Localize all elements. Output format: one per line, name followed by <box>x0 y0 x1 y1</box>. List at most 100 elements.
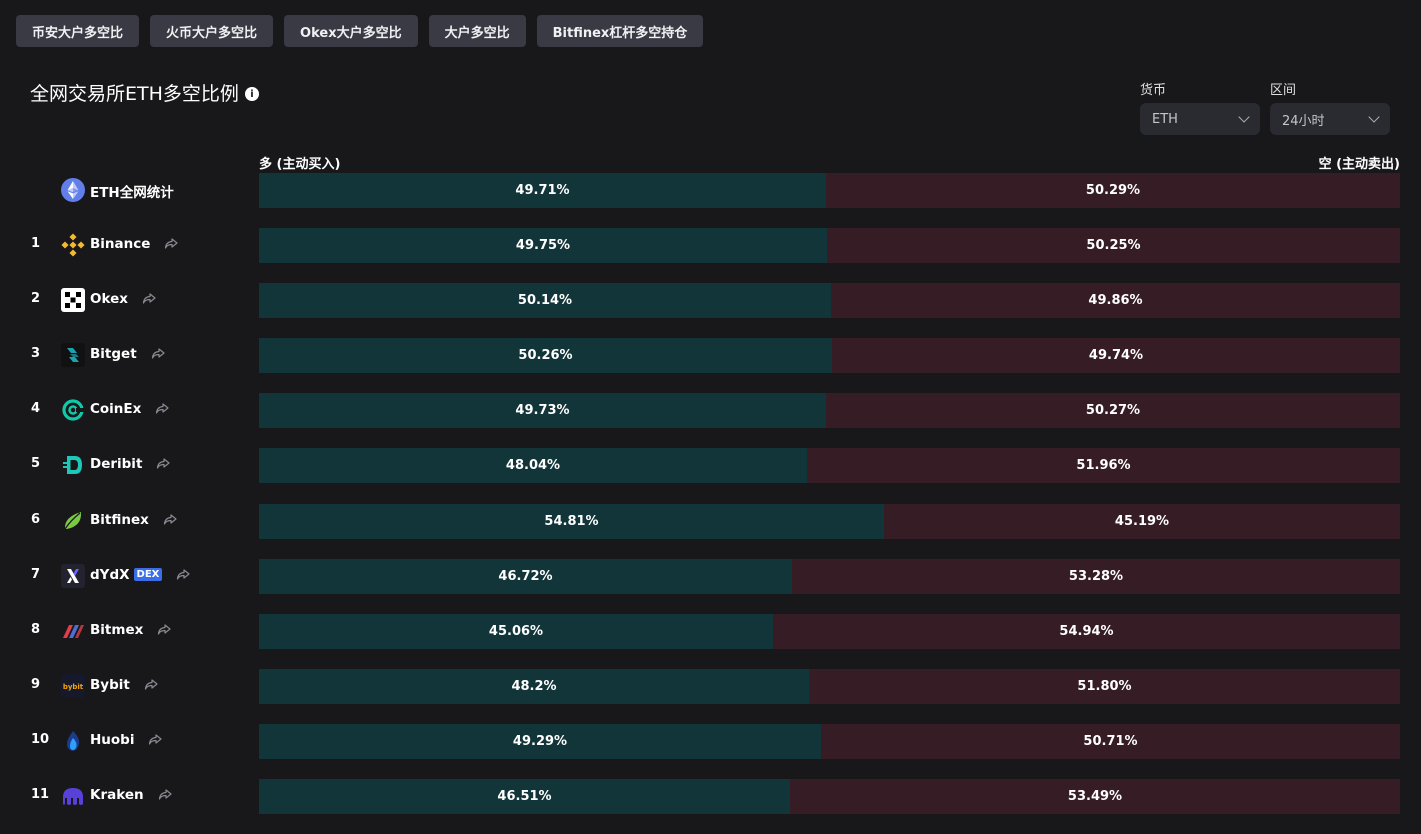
long-ratio-segment: 49.29% <box>259 723 821 759</box>
short-ratio-segment: 49.86% <box>831 283 1400 319</box>
info-icon[interactable]: i <box>244 87 259 101</box>
long-ratio-segment: 46.51% <box>259 779 790 815</box>
tab-top-trader-ratio[interactable]: 大户多空比 <box>428 15 526 47</box>
short-ratio-segment: 51.96% <box>807 448 1400 484</box>
exchange-name[interactable]: Deribit <box>90 456 142 472</box>
share-icon[interactable] <box>157 622 171 636</box>
long-column-header: 多 (主动买入) <box>259 157 341 172</box>
tab-okex-top-trader-ratio[interactable]: Okex大户多空比 <box>284 15 418 47</box>
long-short-ratio-bar: 48.2% 51.80% <box>259 668 1400 704</box>
exchange-row: 4 CoinEx 49.73% 50.27% <box>0 393 1421 429</box>
share-icon[interactable] <box>156 456 170 470</box>
short-ratio-segment: 49.74% <box>832 338 1400 374</box>
rank-number: 11 <box>31 787 50 803</box>
exchange-row: ETH全网统计 49.71% 50.29% <box>0 173 1421 208</box>
share-icon[interactable] <box>142 291 156 305</box>
exchange-name[interactable]: Huobi <box>90 732 134 748</box>
long-ratio-segment: 45.06% <box>259 613 773 649</box>
deribit-logo-icon <box>61 453 85 477</box>
exchange-name[interactable]: Bitget <box>90 346 137 362</box>
rank-number: 10 <box>31 731 50 747</box>
exchange-name-text: ETH全网统计 <box>90 185 174 201</box>
exchange-name: ETH全网统计 <box>90 181 174 201</box>
period-select[interactable]: 24小时 <box>1270 103 1390 135</box>
share-icon[interactable] <box>148 732 162 746</box>
short-ratio-segment: 51.80% <box>809 668 1400 704</box>
exchange-name-text: Huobi <box>90 731 135 748</box>
long-short-ratio-bar: 50.14% 49.86% <box>259 283 1400 319</box>
exchange-name-text: CoinEx <box>90 401 142 418</box>
share-icon[interactable] <box>164 236 178 250</box>
long-ratio-segment: 48.04% <box>259 448 807 484</box>
svg-text:bybit: bybit <box>63 683 84 691</box>
long-short-ratio-bar: 46.51% 53.49% <box>259 779 1400 815</box>
tab-bar: 币安大户多空比 火币大户多空比 Okex大户多空比 大户多空比 Bitfinex… <box>16 15 704 47</box>
rank-number: 5 <box>31 456 41 472</box>
exchange-row: 3 Bitget 50.26% 49.74% <box>0 338 1421 374</box>
exchange-name[interactable]: Bitfinex <box>90 512 149 528</box>
exchange-name-text: Okex <box>90 291 128 308</box>
rank-number: 3 <box>31 346 41 362</box>
bybit-logo-icon: bybit <box>61 673 85 698</box>
share-icon[interactable] <box>176 567 190 581</box>
long-ratio-segment: 49.71% <box>259 173 826 208</box>
currency-select[interactable]: ETH <box>1140 103 1260 135</box>
rank-number: 9 <box>31 676 41 692</box>
long-ratio-segment: 54.81% <box>259 503 884 539</box>
exchange-name[interactable]: Kraken <box>90 787 144 803</box>
eth-logo-icon <box>61 178 85 202</box>
tab-huobi-top-trader-ratio[interactable]: 火币大户多空比 <box>150 15 274 47</box>
share-icon[interactable] <box>144 677 158 691</box>
exchange-name-text: dYdX <box>90 566 130 583</box>
rank-number: 7 <box>31 566 41 582</box>
currency-label: 货币 <box>1140 83 1167 98</box>
long-short-ratio-bar: 49.73% 50.27% <box>259 393 1400 429</box>
exchange-name[interactable]: Bitmex <box>90 622 143 638</box>
page-title: 全网交易所ETH多空比例 i <box>30 79 259 106</box>
share-icon[interactable] <box>155 401 169 415</box>
long-ratio-segment: 46.72% <box>259 558 792 594</box>
exchange-name[interactable]: Bybit <box>90 677 130 693</box>
currency-select-value: ETH <box>1152 111 1178 127</box>
exchange-row: 2 Okex 50.14% 49.86% <box>0 283 1421 319</box>
long-ratio-segment: 49.73% <box>259 393 826 429</box>
page-title-text: 全网交易所ETH多空比例 <box>30 83 239 105</box>
share-icon[interactable] <box>151 346 165 360</box>
exchange-name[interactable]: CoinEx <box>90 401 141 417</box>
long-short-ratio-bar: 50.26% 49.74% <box>259 338 1400 374</box>
binance-logo-icon <box>61 233 85 257</box>
short-ratio-segment: 45.19% <box>884 503 1400 539</box>
long-short-ratio-bar: 49.75% 50.25% <box>259 228 1400 264</box>
exchange-name-text: Deribit <box>90 456 143 473</box>
exchange-name-text: Bitmex <box>90 621 144 638</box>
exchange-name[interactable]: dYdX DEX <box>90 566 163 583</box>
short-ratio-segment: 50.71% <box>821 723 1400 759</box>
period-filter: 区间 24小时 <box>1270 79 1390 135</box>
share-icon[interactable] <box>163 512 177 526</box>
exchange-name[interactable]: Okex <box>90 291 128 307</box>
exchange-row: 9 bybit Bybit 48.2% 51.80% <box>0 668 1421 704</box>
dex-badge: DEX <box>133 568 163 582</box>
exchange-name-text: Bybit <box>90 676 130 693</box>
currency-filter: 货币 ETH <box>1140 79 1260 135</box>
exchange-name[interactable]: Binance <box>90 236 150 252</box>
tab-bitfinex-margin-positions[interactable]: Bitfinex杠杆多空持仓 <box>536 15 704 47</box>
tab-binance-top-trader-ratio[interactable]: 币安大户多空比 <box>16 15 140 47</box>
exchange-name-text: Binance <box>90 236 151 253</box>
short-ratio-segment: 53.28% <box>792 558 1400 594</box>
period-select-value: 24小时 <box>1282 113 1325 129</box>
short-ratio-segment: 53.49% <box>790 779 1400 815</box>
rank-number: 4 <box>31 401 41 417</box>
share-icon[interactable] <box>158 787 172 801</box>
long-short-ratio-bar: 49.71% 50.29% <box>259 173 1400 208</box>
exchange-name-text: Bitget <box>90 346 137 363</box>
exchange-name-text: Kraken <box>90 787 144 804</box>
exchange-row: 5 Deribit 48.04% 51.96% <box>0 448 1421 484</box>
exchange-row: 11 Kraken 46.51% 53.49% <box>0 779 1421 815</box>
exchange-row: 6 Bitfinex 54.81% 45.19% <box>0 503 1421 539</box>
chevron-down-icon <box>1238 111 1250 123</box>
long-short-ratio-bar: 45.06% 54.94% <box>259 613 1400 649</box>
exchange-row: 10 Huobi 49.29% 50.71% <box>0 723 1421 759</box>
bitget-logo-icon <box>61 343 85 368</box>
exchange-row: 8 Bitmex 45.06% 54.94% <box>0 613 1421 649</box>
